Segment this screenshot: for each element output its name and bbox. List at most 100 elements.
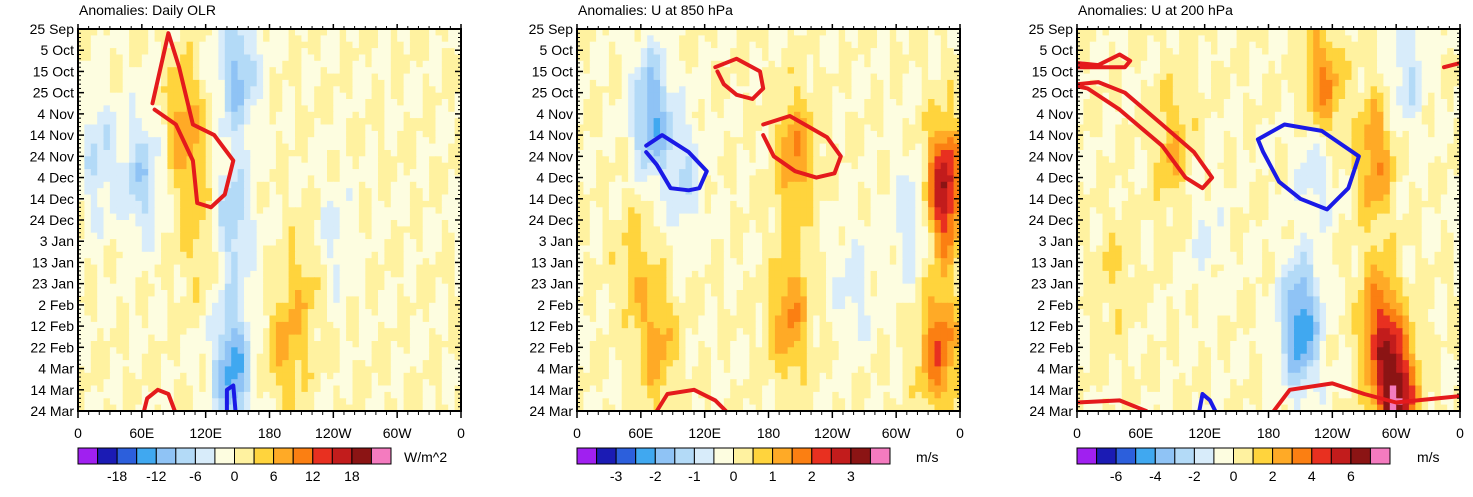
heatmap-cell [135,156,143,164]
heatmap-cell [422,67,430,75]
heatmap-cell [97,143,105,151]
heatmap-cell [84,341,92,348]
heatmap-cell [947,73,955,81]
heatmap-cell [333,341,341,348]
heatmap-cell [90,404,98,411]
heatmap-cell [269,220,277,227]
heatmap-cell [653,111,661,119]
heatmap-cell [358,60,366,68]
heatmap-cell [441,379,449,387]
heatmap-cell [244,207,251,215]
heatmap-cell [97,73,105,81]
heatmap-cell [205,302,213,310]
heatmap-cell [768,35,776,43]
heatmap-cell [774,79,782,87]
heatmap-cell [333,213,341,221]
heatmap-cell [180,226,188,234]
heatmap-cell [148,366,156,374]
heatmap-cell [647,79,655,87]
heatmap-cell [109,321,117,329]
heatmap-cell [212,366,219,374]
heatmap-cell [307,162,315,170]
heatmap-cell [339,156,347,164]
heatmap-cell [378,79,385,87]
heatmap-cell [129,111,137,119]
heatmap-cell [103,99,111,106]
heatmap-cell [275,353,283,361]
heatmap-cell [435,360,443,368]
heatmap-cell [819,86,827,94]
heatmap-cell [301,29,309,36]
heatmap-cell [416,328,424,336]
heatmap-cell [275,347,283,355]
heatmap-cell [205,315,213,323]
heatmap-cell [934,79,942,87]
heatmap-cell [97,150,105,157]
heatmap-cell [577,124,584,132]
heatmap-cell [596,92,604,100]
heatmap-cell [441,79,449,87]
heatmap-cell [352,124,360,132]
heatmap-cell [218,277,226,285]
heatmap-cell [730,67,738,75]
heatmap-cell [730,124,738,132]
heatmap-cell [384,92,392,100]
heatmap-cell [129,60,137,68]
heatmap-cell [167,283,175,291]
heatmap-cell [615,48,623,56]
heatmap-cell [167,99,175,106]
heatmap-cell [90,35,98,43]
heatmap-cell [288,200,296,208]
heatmap-cell [218,200,226,208]
heatmap-cell [352,111,360,119]
chart-title: Anomalies: U at 850 hPa [578,2,733,18]
heatmap-cell [148,143,156,151]
heatmap-cell [915,124,923,132]
heatmap-cell [441,245,449,253]
heatmap-cell [269,200,277,208]
heatmap-cell [135,347,143,355]
heatmap-cell [352,239,360,247]
heatmap-cell [109,73,117,81]
heatmap-cell [409,270,417,278]
heatmap-cell [435,156,443,164]
heatmap-cell [409,143,417,151]
heatmap-cell [116,79,124,87]
heatmap-cell [256,270,264,278]
heatmap-cell [877,35,884,43]
heatmap-cell [295,60,302,68]
heatmap-cell [422,277,430,285]
heatmap-cell [314,385,322,393]
heatmap-cell [237,181,245,189]
heatmap-cell [371,41,379,49]
heatmap-cell [698,29,706,36]
heatmap-cell [244,398,251,406]
heatmap-cell [282,245,290,253]
heatmap-cell [403,86,411,94]
heatmap-cell [371,137,379,145]
heatmap-cell [103,48,111,56]
heatmap-cell [314,150,322,157]
heatmap-cell [371,99,379,106]
heatmap-cell [154,29,162,36]
heatmap-cell [218,86,226,94]
heatmap-cell [167,175,175,183]
heatmap-cell [339,391,347,399]
heatmap-cell [288,309,296,317]
heatmap-cell [186,290,194,297]
heatmap-cell [416,143,424,151]
heatmap-cell [141,258,149,266]
heatmap-cell [269,372,277,380]
heatmap-cell [346,73,354,81]
heatmap-cell [448,194,456,202]
heatmap-cell [135,48,143,56]
heatmap-cell [307,264,315,272]
heatmap-cell [441,41,449,49]
heatmap-cell [704,54,712,62]
heatmap-cell [167,86,175,94]
heatmap-cell [698,99,706,106]
heatmap-cell [141,372,149,380]
heatmap-cell [116,372,124,380]
heatmap-cell [422,245,430,253]
heatmap-cell [352,264,360,272]
